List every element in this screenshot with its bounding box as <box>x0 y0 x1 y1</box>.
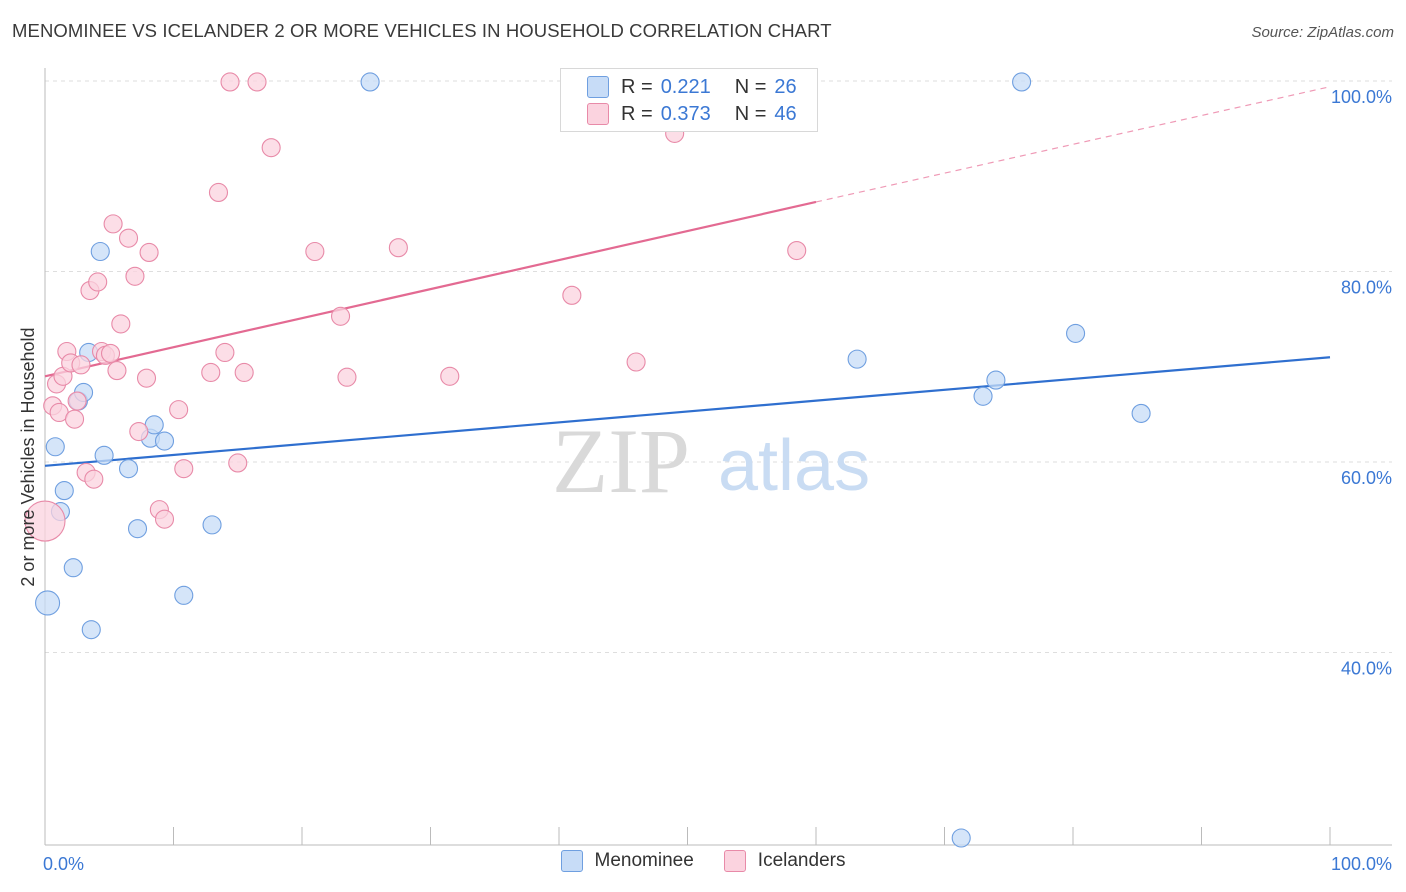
point-icelanders <box>65 409 85 429</box>
point-icelanders <box>71 355 91 375</box>
r-label: R = <box>621 102 653 125</box>
point-icelanders <box>125 266 145 286</box>
y-tick-label: 80.0% <box>1341 278 1392 298</box>
x-tick-label: 0.0% <box>43 854 84 874</box>
y-axis-label: 2 or more Vehicles in Household <box>18 327 38 586</box>
point-icelanders <box>247 72 267 92</box>
stats-row-menominee: R = 0.221 N = 26 <box>587 73 797 101</box>
n-label: N = <box>734 102 767 125</box>
legend-label-icelanders: Icelanders <box>757 850 846 871</box>
swatch-menominee <box>587 76 609 98</box>
axes <box>44 68 1392 846</box>
trend-line-menominee <box>44 356 1331 467</box>
trend-line-extension-icelanders <box>815 86 1331 203</box>
n-value: 46 <box>774 102 797 125</box>
legend-swatch-icelanders <box>723 850 746 872</box>
gridlines <box>45 80 1392 653</box>
point-icelanders <box>154 509 175 529</box>
point-menominee <box>1012 72 1032 92</box>
r-value: 0.221 <box>660 75 711 98</box>
stats-row-icelanders: R = 0.373 N = 46 <box>587 100 797 128</box>
y-tick-label: 60.0% <box>1341 468 1392 488</box>
point-icelanders <box>562 285 582 305</box>
chart-title: MENOMINEE VS ICELANDER 2 OR MORE VEHICLE… <box>12 20 832 41</box>
r-value: 0.373 <box>660 102 711 125</box>
legend-item-menominee[interactable]: Menominee <box>560 850 694 872</box>
point-menominee <box>1066 323 1086 343</box>
point-icelanders <box>129 421 149 442</box>
point-menominee <box>90 241 110 262</box>
watermark-zip: ZIP <box>552 410 690 512</box>
point-icelanders <box>100 343 121 363</box>
point-icelanders <box>305 241 325 262</box>
swatch-icelanders <box>587 103 609 125</box>
point-icelanders <box>139 242 159 262</box>
point-icelanders <box>261 138 281 158</box>
y-tick-label: 40.0% <box>1341 659 1392 679</box>
legend-swatch-menominee <box>560 850 583 872</box>
point-menominee <box>202 515 222 535</box>
point-icelanders <box>337 367 357 387</box>
watermark-atlas: atlas <box>718 426 870 506</box>
point-icelanders <box>787 240 807 261</box>
point-icelanders <box>440 366 460 386</box>
tick-labels: 40.0% 60.0% 80.0% 100.0% 0.0% 100.0% <box>43 87 1392 874</box>
point-icelanders <box>88 272 108 292</box>
point-menominee <box>951 828 971 848</box>
point-icelanders <box>234 362 254 383</box>
point-icelanders <box>388 238 408 258</box>
point-icelanders <box>103 214 123 234</box>
point-menominee <box>360 72 380 92</box>
point-icelanders <box>174 459 194 479</box>
point-menominee <box>127 519 148 539</box>
legend-label-menominee: Menominee <box>594 850 694 871</box>
point-menominee <box>81 620 101 640</box>
point-icelanders <box>118 228 139 248</box>
point-menominee <box>154 431 175 451</box>
point-menominee <box>174 585 194 605</box>
point-icelanders <box>136 368 157 388</box>
point-icelanders <box>201 362 221 383</box>
point-icelanders <box>208 182 229 202</box>
point-icelanders <box>107 361 127 381</box>
point-icelanders <box>215 342 235 363</box>
y-tick-label: 100.0% <box>1331 87 1392 107</box>
point-menominee <box>63 558 83 578</box>
watermark: ZIP atlas <box>552 410 870 512</box>
point-icelanders <box>169 400 189 420</box>
n-label: N = <box>734 75 767 98</box>
n-value: 26 <box>774 75 797 98</box>
point-icelanders <box>24 500 66 542</box>
point-menominee <box>986 370 1006 390</box>
r-label: R = <box>621 75 653 98</box>
point-menominee <box>973 386 993 406</box>
point-menominee <box>847 349 867 369</box>
trend-line-icelanders <box>44 200 817 378</box>
point-menominee <box>45 437 65 457</box>
series-legend: Menominee Icelanders <box>0 850 1406 872</box>
point-icelanders <box>84 469 104 489</box>
point-menominee <box>118 459 139 479</box>
point-icelanders <box>330 306 351 326</box>
point-icelanders <box>67 391 87 411</box>
trend-lines <box>44 86 1331 467</box>
stats-legend: R = 0.221 N = 26 R = 0.373 N = 46 <box>560 68 818 132</box>
point-icelanders <box>228 453 248 473</box>
point-menominee <box>94 445 114 465</box>
point-menominee <box>1131 403 1151 423</box>
point-icelanders <box>111 314 131 334</box>
x-tick-label: 100.0% <box>1331 854 1392 874</box>
points <box>24 72 1151 848</box>
source-label: Source: ZipAtlas.com <box>1251 24 1394 41</box>
point-icelanders <box>626 352 646 372</box>
point-menominee <box>35 590 61 616</box>
legend-item-icelanders[interactable]: Icelanders <box>723 850 846 872</box>
point-menominee <box>54 481 74 501</box>
point-icelanders <box>220 72 240 92</box>
